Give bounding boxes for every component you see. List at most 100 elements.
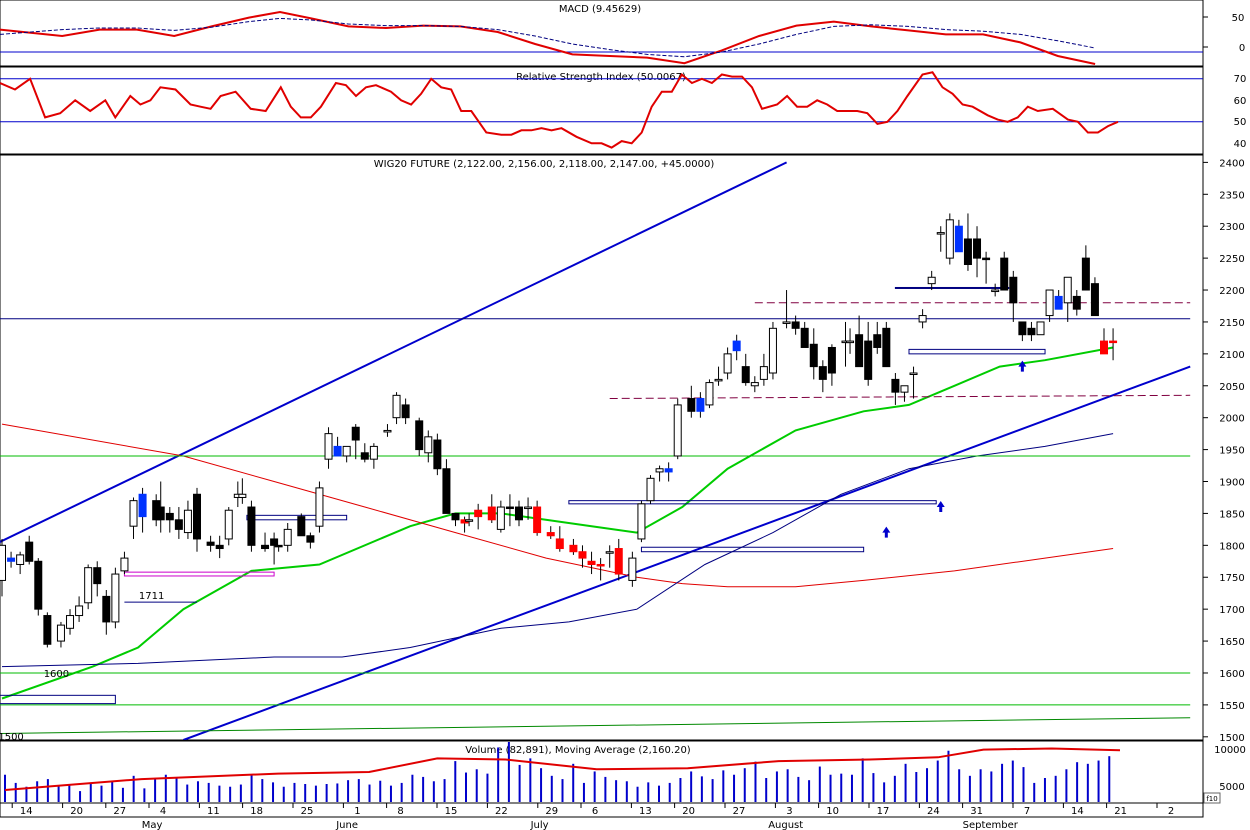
candle-body [524,506,533,510]
candle-body [873,334,882,348]
slope-green-line [0,717,1191,735]
candle-body [1000,257,1009,291]
price-ytick: 2050 [1219,382,1244,393]
candle-body [533,506,542,534]
price-ytick: 1950 [1219,446,1244,457]
x-tick-label: 24 [927,806,940,817]
x-tick-label: 27 [733,806,746,817]
volume-ytick-5000: 5000 [1219,782,1244,793]
candle-body [927,276,936,285]
price-ytick: 1850 [1219,509,1244,520]
candle-body [973,238,982,259]
candle-body [56,624,65,642]
rsi-line [0,71,1119,149]
candle-body [596,563,605,567]
candle-body [614,548,623,575]
candle-body [433,439,442,470]
candle-body [306,535,315,543]
up-arrow-icon [936,501,945,513]
candle-body [333,445,342,457]
candle-body [424,436,433,454]
x-tick-label: 22 [495,806,508,817]
rsi-ytick-60: 60 [1234,96,1247,107]
candle-body [297,516,306,537]
x-tick-label: 13 [639,806,652,817]
candle-body [578,551,587,559]
candle-body [1081,257,1090,291]
annotation-1500: 1500 [0,732,24,743]
x-tick-label: 4 [160,806,166,817]
candle-body [369,445,378,460]
candle-body [270,538,279,546]
x-tick-label: 2 [1168,806,1174,817]
candle-body [900,385,909,393]
price-panel: WIG20 FUTURE (2,122.00, 2,156.00, 2,118.… [0,154,1245,744]
candle-body [855,334,864,368]
candle-body [206,541,215,546]
candle-body [93,567,102,585]
x-tick-label: 1 [354,806,360,817]
x-axis: 14 20 27 4 11 18 25 1 8 15 22 29 6 13 20 27 3 10 17 24 31 7 14… [0,792,1221,830]
candle-body [1045,289,1054,317]
price-ytick: 1750 [1219,573,1244,584]
x-tick-label: 20 [682,806,695,817]
candle-body [1018,321,1027,336]
candle-body [954,225,963,253]
candle-body [827,346,836,374]
candle-body [882,327,891,368]
macd-ytick-0: 0 [1239,43,1245,54]
candle-body [1027,327,1036,336]
macd-title: MACD (9.45629) [559,4,641,15]
x-tick-label: 15 [445,806,458,817]
ma-blue-line [1,433,1114,668]
support-box [908,348,1046,355]
candle-body [963,238,972,266]
candle-body [238,493,247,498]
x-month-label: August [768,820,803,830]
candle-body [215,544,224,550]
support-box [568,500,937,505]
candle-body [442,468,451,514]
candle-body [555,538,564,550]
candle-body [1063,276,1072,304]
candle-body [7,557,16,562]
x-tick-label: 27 [113,806,126,817]
candle-body [1090,283,1099,317]
x-tick-label: 11 [207,806,220,817]
candle-body [759,366,768,380]
candle-body [34,560,43,610]
candle-body [283,528,292,546]
price-ytick: 1500 [1219,733,1244,744]
candle-body [1072,295,1081,310]
macd-signal-line [0,17,1096,58]
candle-body [415,420,424,451]
candle-body [315,487,324,527]
x-tick-label: 7 [1024,806,1030,817]
x-tick-label: 21 [1114,806,1127,817]
candle-body [818,366,827,380]
candle-body [75,605,84,617]
price-ytick: 1700 [1219,605,1244,616]
candle-body [66,615,75,629]
candle-body [714,378,723,382]
annotation-1711: 1711 [139,591,164,602]
candle-body [1054,295,1063,310]
ma-red-line [1,423,1114,588]
x-tick-label: 10 [826,806,839,817]
x-month-label: May [142,820,163,830]
candle-body [474,509,483,518]
candle-body [809,343,818,368]
candle-body [991,289,1000,293]
candle-body [696,398,705,412]
x-month-label: September [963,820,1019,830]
volume-panel: Volume (82,891), Moving Average (2,160.2… [0,740,1246,804]
candle-body [782,321,791,324]
candle-body [84,567,93,604]
candle-body [465,519,474,522]
price-ytick: 2400 [1219,158,1244,169]
candle-body [982,257,991,261]
price-ytick: 1800 [1219,541,1244,552]
candle-body [505,506,514,510]
price-title: WIG20 FUTURE (2,122.00, 2,156.00, 2,118.… [374,159,715,170]
candle-body [1100,340,1109,355]
